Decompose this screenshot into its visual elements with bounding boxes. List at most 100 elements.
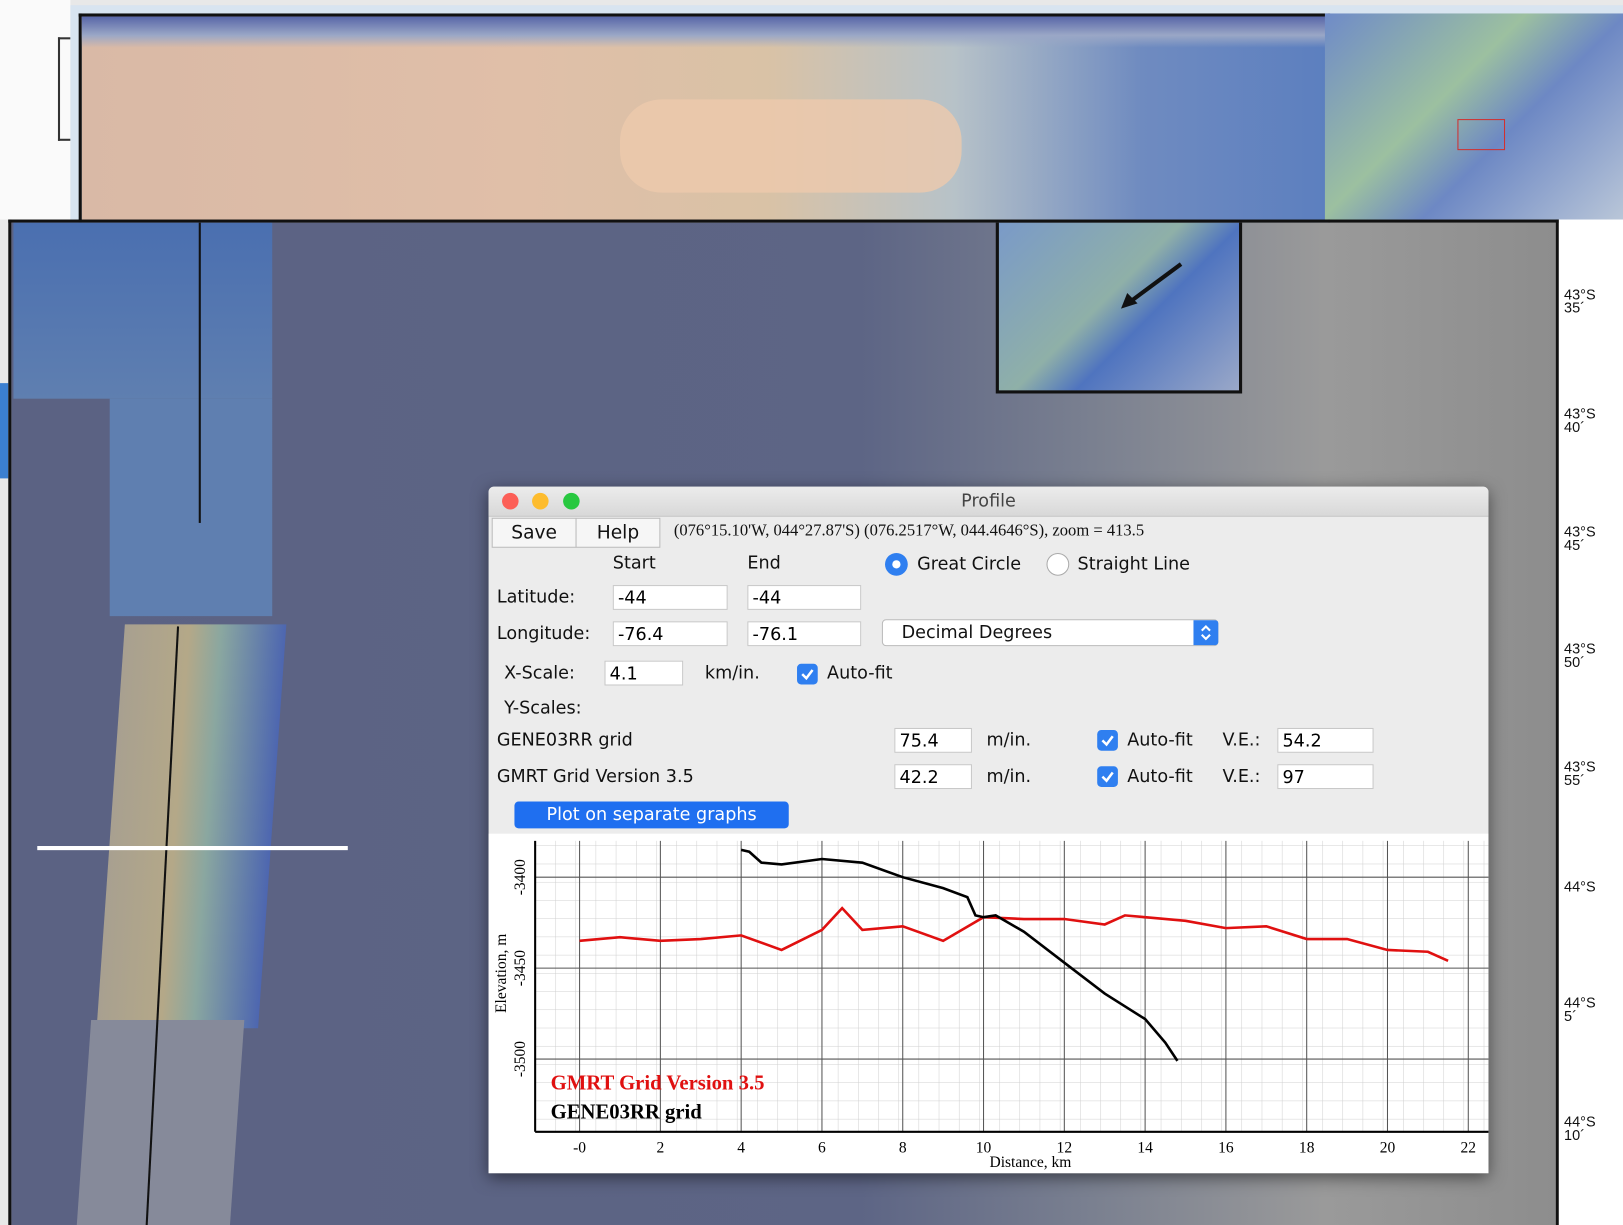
- window-title: Profile: [961, 490, 1016, 512]
- ve-label: V.E.:: [1222, 766, 1261, 787]
- y-scale-field[interactable]: 75.4: [894, 727, 972, 753]
- x-tick-label: 8: [899, 1140, 907, 1157]
- bracket: [57, 37, 71, 141]
- y-auto-fit-label: Auto-fit: [1127, 730, 1193, 751]
- x-tick-label: 14: [1137, 1140, 1153, 1157]
- x-auto-fit-checkbox[interactable]: [797, 663, 818, 685]
- lat-minutes: 50´: [1564, 653, 1585, 670]
- radio-straight-line[interactable]: [1046, 552, 1070, 576]
- y-scale-unit: m/in.: [986, 766, 1032, 787]
- check-icon: [1101, 771, 1114, 783]
- y-axis-title: Elevation, m: [493, 934, 510, 1013]
- lat-start-field[interactable]: -44: [612, 585, 728, 610]
- overview-map: [1324, 13, 1623, 220]
- help-button[interactable]: Help: [575, 517, 661, 548]
- y-scales-label: Y-Scales:: [504, 697, 582, 719]
- grid-name: GENE03RR grid: [496, 730, 633, 751]
- x-scale-unit: km/in.: [704, 662, 760, 684]
- lon-start-field[interactable]: -76.4: [612, 621, 728, 647]
- ve-field[interactable]: 97: [1277, 764, 1374, 790]
- radio-dot: [892, 560, 901, 569]
- y-tick-label: -3500: [512, 1041, 529, 1077]
- minor-grid: [535, 840, 1489, 1132]
- x-tick-label: 2: [656, 1140, 664, 1157]
- lat-degrees: 43°S: [1564, 285, 1596, 303]
- grid-name: GMRT Grid Version 3.5: [496, 766, 694, 787]
- swath: [76, 1019, 245, 1225]
- lat-label: 43°S 50´: [1564, 641, 1596, 670]
- lat-minutes: 40´: [1564, 418, 1585, 435]
- x-tick-label: 22: [1461, 1140, 1477, 1157]
- lat-end-field[interactable]: -44: [747, 585, 862, 610]
- lat-label: 44°S 5´: [1564, 994, 1596, 1023]
- y-auto-fit-checkbox[interactable]: [1097, 730, 1118, 751]
- ve-field[interactable]: 54.2: [1277, 727, 1374, 753]
- x-tick-label: 10: [976, 1140, 992, 1157]
- lat-label: 43°S 55´: [1564, 757, 1596, 789]
- arrow: [1121, 262, 1183, 309]
- x-tick-label: 6: [818, 1140, 826, 1157]
- radio-great-circle[interactable]: [885, 552, 908, 576]
- side-tab: [0, 383, 9, 479]
- lat-label: 43°S 45´: [1564, 522, 1596, 553]
- x-scale-field[interactable]: 4.1: [604, 660, 684, 686]
- profile-line: [740, 848, 1179, 1062]
- top-map: [78, 13, 1331, 223]
- lat-label: 43°S 35´: [1564, 285, 1596, 315]
- x-tick-label: 16: [1218, 1140, 1234, 1157]
- overview-box: [1457, 119, 1506, 151]
- lat-minutes: 55´: [1564, 771, 1585, 789]
- stepper-icon: [1201, 625, 1211, 641]
- map-margin: [1558, 219, 1623, 1225]
- plot-separate-button[interactable]: Plot on separate graphs: [514, 801, 789, 829]
- profile-line: [37, 846, 348, 851]
- legend-entry: GENE03RR grid: [551, 1101, 703, 1123]
- lat-label: 43°S 40´: [1564, 406, 1596, 435]
- end-header: End: [747, 552, 781, 574]
- x-scale-label: X-Scale:: [504, 662, 575, 684]
- units-value: Decimal Degrees: [901, 622, 1053, 644]
- profile-chart: -0 2 4 6 8 10 12 14 16 18 20 22 -3400 -3450 -3500 Dista…: [488, 833, 1489, 1174]
- profile-line: [579, 906, 1449, 963]
- close-button[interactable]: [502, 492, 519, 510]
- check-icon: [801, 669, 814, 681]
- dropdown-stepper: [1193, 620, 1219, 646]
- lat-degrees: 43°S: [1564, 522, 1596, 540]
- title-bar: Profile: [488, 486, 1489, 517]
- map-shading: [81, 16, 1329, 48]
- x-axis-title: Distance, km: [990, 1154, 1072, 1171]
- lat-degrees: 44°S: [1564, 878, 1596, 895]
- x-tick-label: -0: [573, 1140, 586, 1157]
- y-auto-fit-label: Auto-fit: [1127, 766, 1193, 787]
- lat-label: 44°S: [1564, 878, 1596, 895]
- swath: [13, 222, 273, 399]
- map-shading: [620, 99, 962, 193]
- straight-line-label: Straight Line: [1077, 553, 1191, 575]
- y-scale-field[interactable]: 42.2: [894, 764, 972, 790]
- minimize-button[interactable]: [532, 492, 549, 510]
- latitude-label: Latitude:: [496, 587, 576, 608]
- top-map-window: [70, 5, 1623, 223]
- swath: [96, 624, 287, 1029]
- lat-minutes: 10´: [1564, 1126, 1585, 1144]
- lat-degrees: 44°S: [1564, 1113, 1596, 1130]
- y-auto-fit-checkbox[interactable]: [1097, 766, 1118, 787]
- inset-map: [995, 222, 1243, 394]
- x-tick-label: 12: [1057, 1140, 1073, 1157]
- great-circle-label: Great Circle: [917, 553, 1022, 575]
- y-scale-unit: m/in.: [986, 730, 1032, 751]
- lon-end-field[interactable]: -76.1: [747, 621, 862, 647]
- zoom-button[interactable]: [563, 492, 580, 510]
- check-icon: [1101, 735, 1114, 747]
- cursor-position: (076°15.10'W, 044°27.87'S) (076.2517°W, …: [673, 521, 1145, 540]
- units-dropdown[interactable]: Decimal Degrees: [881, 619, 1219, 647]
- legend-entry: GMRT Grid Version 3.5: [551, 1072, 765, 1094]
- lat-minutes: 45´: [1564, 536, 1585, 553]
- track-line: [198, 222, 201, 523]
- lat-degrees: 44°S: [1564, 994, 1596, 1011]
- save-button[interactable]: Save: [491, 517, 577, 548]
- lat-degrees: 43°S: [1564, 757, 1596, 775]
- x-auto-fit-label: Auto-fit: [827, 662, 893, 684]
- x-tick-label: 20: [1380, 1140, 1396, 1157]
